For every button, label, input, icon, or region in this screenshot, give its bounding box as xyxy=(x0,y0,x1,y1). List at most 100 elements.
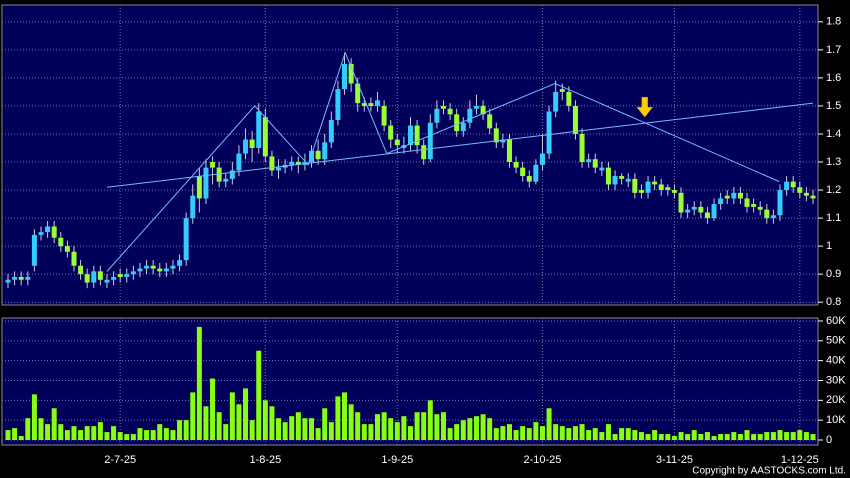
candle-body xyxy=(269,156,275,171)
volume-bar xyxy=(58,424,64,440)
candle-body xyxy=(381,105,387,126)
candle-body xyxy=(144,265,150,269)
volume-bar xyxy=(117,432,123,440)
volume-bar xyxy=(137,428,143,440)
volume-panel xyxy=(1,317,819,446)
volume-bar xyxy=(480,414,486,440)
volume-bar xyxy=(638,432,644,440)
volume-bar xyxy=(408,426,413,440)
price-panel xyxy=(1,4,819,306)
candle-body xyxy=(638,190,644,193)
y-tick-label: 1.5 xyxy=(826,100,841,112)
volume-bar xyxy=(31,394,37,440)
volume-bar xyxy=(157,424,163,440)
volume-bar xyxy=(559,426,565,440)
candle-body xyxy=(612,176,618,185)
candle-body xyxy=(229,170,235,179)
candle-body xyxy=(757,206,763,210)
x-tick-label: 3-11-25 xyxy=(656,454,693,466)
candle-body xyxy=(12,276,18,280)
candle-body xyxy=(645,181,651,193)
volume-bar xyxy=(335,396,341,440)
candle-body xyxy=(394,139,400,146)
candle-body xyxy=(592,159,598,168)
candle-body xyxy=(388,125,394,140)
y-tick-label: 1.7 xyxy=(826,44,841,56)
volume-bar xyxy=(764,432,770,440)
candle-body xyxy=(559,89,565,92)
candle-body xyxy=(31,234,37,266)
volume-bar xyxy=(605,424,611,440)
volume-bar xyxy=(375,414,381,440)
volume-bar xyxy=(196,326,202,440)
y-tick-label: 60K xyxy=(826,315,846,327)
candle-body xyxy=(421,145,427,160)
candle-body xyxy=(328,119,334,143)
volume-bar xyxy=(368,424,374,440)
y-tick-label: 1.2 xyxy=(826,184,841,196)
volume-bar xyxy=(71,426,77,440)
volume-bar xyxy=(38,418,44,440)
volume-bar xyxy=(566,428,572,440)
volume-bar xyxy=(599,432,605,440)
candle-body xyxy=(625,178,631,182)
candle-body xyxy=(163,268,169,272)
candle-body xyxy=(64,246,70,252)
candle-body xyxy=(361,103,367,106)
candle-body xyxy=(784,181,790,191)
candle-body xyxy=(210,162,216,168)
volume-bar xyxy=(539,426,545,440)
candle-body xyxy=(84,274,90,283)
volume-bar xyxy=(361,424,367,440)
volume-bar xyxy=(493,428,499,440)
candle-body xyxy=(579,133,585,163)
volume-bar xyxy=(803,432,809,440)
volume-bar xyxy=(665,434,671,440)
candle-body xyxy=(770,215,776,219)
candle-body xyxy=(586,159,592,163)
candle-body xyxy=(183,218,189,261)
volume-bar xyxy=(342,392,348,440)
y-tick-label: 40K xyxy=(826,355,846,367)
volume-bar xyxy=(625,428,631,440)
candle-body xyxy=(691,206,697,210)
candle-body xyxy=(665,187,671,191)
candle-body xyxy=(348,63,354,84)
arrow-marker xyxy=(636,96,654,118)
y-tick-label: 10K xyxy=(826,414,846,426)
candle-body xyxy=(520,167,526,177)
candle-body xyxy=(289,162,295,165)
candle-body xyxy=(157,268,163,272)
volume-bar xyxy=(210,378,216,440)
volume-bar xyxy=(381,412,387,440)
volume-bar xyxy=(163,428,169,440)
y-tick-label: 1.3 xyxy=(826,156,841,168)
volume-bar xyxy=(678,432,684,440)
volume-bar xyxy=(45,424,51,440)
volume-bar xyxy=(506,424,512,440)
x-tick-label: 1-9-25 xyxy=(381,454,413,466)
candle-body xyxy=(91,271,97,283)
volume-bar xyxy=(203,406,209,440)
volume-bar xyxy=(579,424,585,440)
volume-bar xyxy=(104,432,110,440)
volume-bar xyxy=(473,416,479,440)
candle-body xyxy=(704,212,710,219)
x-tick-label: 2-10-25 xyxy=(524,454,562,466)
y-tick-label: 0.8 xyxy=(826,296,841,308)
trendline xyxy=(106,102,814,188)
candle-body xyxy=(150,265,156,269)
volume-bar xyxy=(51,408,57,440)
candle-body xyxy=(533,164,539,182)
volume-bar xyxy=(249,420,255,440)
candle-body xyxy=(5,279,11,283)
candle-body xyxy=(249,139,255,148)
candle-body xyxy=(619,176,625,179)
volume-bar xyxy=(144,430,150,440)
copyright: Copyright by AASTOCKS.com Ltd. xyxy=(692,466,846,477)
candle-body xyxy=(698,206,704,213)
volume-bar xyxy=(546,408,552,440)
y-tick-label: 0.9 xyxy=(826,268,841,280)
volume-bar xyxy=(810,434,816,440)
